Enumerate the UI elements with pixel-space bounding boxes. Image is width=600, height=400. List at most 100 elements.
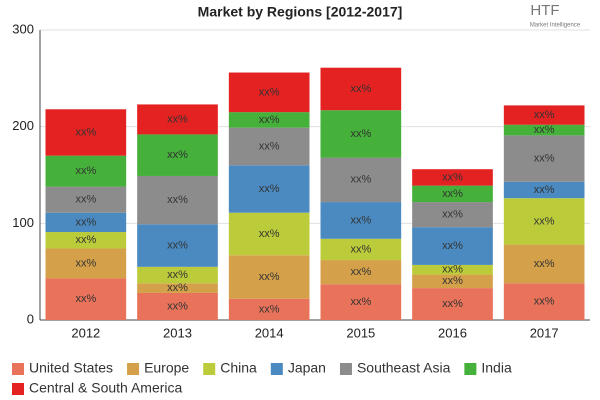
value-label: xx% [259,271,280,283]
value-label: xx% [167,282,188,294]
value-label: xx% [350,83,371,95]
bar-segment [320,157,402,203]
value-label: xx% [442,209,463,221]
bar-segment [228,212,310,256]
bar-segment [228,298,310,320]
value-label: xx% [259,183,280,195]
value-label: xx% [534,215,555,227]
value-label: xx% [350,266,371,278]
legend-label: Japan [288,360,326,376]
y-tick-label: 300 [12,21,34,36]
x-tick-label: 2013 [163,325,192,340]
value-label: xx% [259,114,280,126]
bar-segment [45,248,127,279]
legend-label: India [481,360,512,376]
bar-segment [320,110,402,158]
bar-segment [320,260,402,285]
bar-segment [503,105,585,125]
bar-segment [228,255,310,299]
value-label: xx% [442,188,463,200]
bar-segment [137,224,218,267]
legend-swatch [12,363,24,375]
value-label: xx% [75,234,96,246]
value-label: xx% [442,264,463,276]
bar-segment [412,274,493,289]
value-label: xx% [167,269,188,281]
x-tick-label: 2014 [255,325,284,340]
x-tick-label: 2017 [530,325,559,340]
bar-segment [412,288,493,320]
bar-segment [503,181,585,199]
bar-segment [503,198,585,245]
y-tick-label: 100 [12,215,34,230]
value-label: xx% [259,86,280,98]
legend-swatch [203,363,216,375]
bar-segment [320,238,402,261]
bar-segment [137,292,218,320]
value-label: xx% [75,293,96,305]
value-label: xx% [534,296,555,308]
value-label: xx% [350,214,371,226]
x-tick-label: 2015 [346,325,375,340]
value-label: xx% [534,184,555,196]
value-label: xx% [442,240,463,252]
logo: HTF [530,2,559,19]
legend-swatch [12,383,24,395]
bar-segment [137,134,218,176]
chart-title: Market by Regions [2012-2017] [198,4,403,20]
bar-segment [320,67,402,111]
bar-segment [503,244,585,284]
bar-segment [45,109,127,156]
value-label: xx% [534,124,555,136]
value-label: xx% [534,258,555,270]
legend-swatch [464,363,477,375]
legend-label: Central & South America [29,380,183,396]
value-label: xx% [167,149,188,161]
value-label: xx% [534,109,555,121]
bar-segment [320,202,402,239]
legend-label: Europe [144,360,189,376]
value-label: xx% [442,275,463,287]
legend-label: China [220,360,257,376]
bar-segment [228,165,310,213]
bar-segment [412,227,493,265]
bar-segment [228,72,310,113]
bar-segment [137,175,218,225]
value-label: xx% [350,174,371,186]
value-label: xx% [442,171,463,183]
value-label: xx% [259,140,280,152]
value-label: xx% [75,216,96,228]
value-label: xx% [75,194,96,206]
bar-segment [45,232,127,249]
legend-swatch [339,363,352,375]
value-label: xx% [350,128,371,140]
legend-label: United States [29,360,113,376]
legend-label: Southeast Asia [357,360,451,376]
bar-segment [137,104,218,135]
bar-segment [45,212,127,233]
bar-segment [412,169,493,186]
value-label: xx% [350,296,371,308]
bar-segment [45,155,127,187]
value-label: xx% [75,126,96,138]
logo-subtext: Market Intelligence [530,23,581,29]
bar-segment [320,284,402,320]
legend-swatch [270,363,283,375]
bar-segment [503,283,585,320]
bar-segment [137,266,218,284]
y-tick-label: 0 [27,311,34,326]
value-label: xx% [259,303,280,315]
bar-segment [228,127,310,166]
value-label: xx% [167,300,188,312]
bar-segment [503,135,585,182]
value-label: xx% [442,298,463,310]
x-tick-label: 2012 [71,325,100,340]
y-tick-label: 200 [12,118,34,133]
value-label: xx% [167,194,188,206]
bar-segment [412,202,493,228]
value-label: xx% [167,113,188,125]
bar-segment [412,185,493,203]
value-label: xx% [75,165,96,177]
value-label: xx% [75,257,96,269]
